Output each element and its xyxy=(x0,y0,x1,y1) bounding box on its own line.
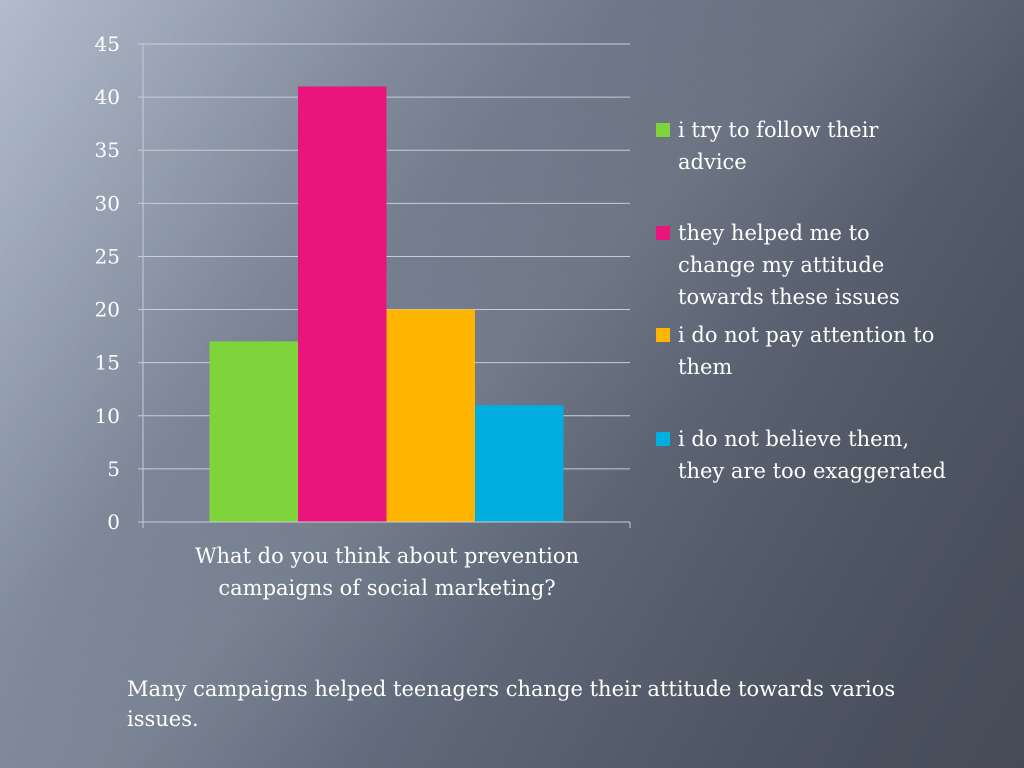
legend-label: i try to follow their advice xyxy=(678,118,879,174)
legend-label: i do not pay attention to them xyxy=(678,323,935,379)
legend-swatch-follow-advice xyxy=(656,123,670,137)
legend-label: they helped me to change my attitude tow… xyxy=(678,221,900,309)
legend-item-do-not-believe: i do not believe them, they are too exag… xyxy=(656,423,946,487)
legend-item-no-attention: i do not pay attention to them xyxy=(656,319,946,383)
legend-swatch-changed-attitude xyxy=(656,226,670,240)
y-tick-label: 0 xyxy=(107,510,120,534)
bars xyxy=(209,86,564,522)
legend-swatch-no-attention xyxy=(656,328,670,342)
bar-series-3 xyxy=(386,309,475,522)
y-tick-label: 35 xyxy=(95,138,120,162)
y-tick-label: 25 xyxy=(95,244,120,268)
axes xyxy=(142,44,631,528)
legend-label: i do not believe them, they are too exag… xyxy=(678,427,946,483)
legend-item-follow-advice: i try to follow their advice xyxy=(656,114,946,178)
x-category-label: What do you think about prevention campa… xyxy=(194,544,580,600)
y-tick-label: 5 xyxy=(107,457,120,481)
legend-item-changed-attitude: they helped me to change my attitude tow… xyxy=(656,217,946,313)
y-tick-label: 40 xyxy=(95,85,120,109)
y-tick-label: 45 xyxy=(95,32,120,56)
y-tick-label: 20 xyxy=(95,298,120,322)
bar-series-4 xyxy=(475,405,564,522)
bar-series-1 xyxy=(209,341,298,522)
legend-swatch-do-not-believe xyxy=(656,432,670,446)
y-tick-label: 10 xyxy=(95,404,120,428)
bar-series-2 xyxy=(298,86,387,522)
slide-caption: Many campaigns helped teenagers change t… xyxy=(127,677,896,731)
y-tick-label: 15 xyxy=(95,351,120,375)
y-axis-ticks: 0 5 10 15 20 25 30 35 40 45 xyxy=(95,32,143,534)
y-tick-label: 30 xyxy=(95,191,120,215)
